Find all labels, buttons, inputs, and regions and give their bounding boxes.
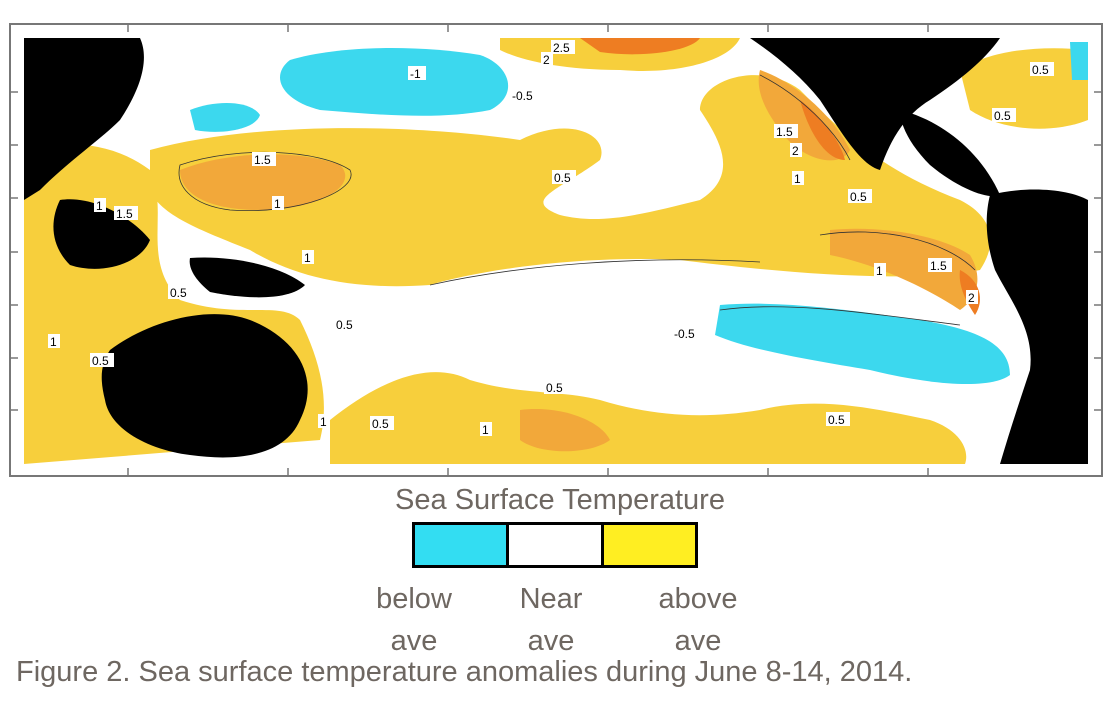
legend-label-near: Near ave: [519, 583, 583, 657]
above-strong-core-3: [830, 228, 978, 310]
contour-label: 0.5: [992, 108, 1016, 123]
land-central-america: [900, 110, 1000, 197]
below-region-southeast: [715, 303, 1010, 385]
land-australia: [101, 314, 308, 458]
svg-text:2: 2: [792, 144, 799, 158]
contour-label: 1.5: [774, 124, 798, 139]
svg-text:1: 1: [482, 423, 489, 437]
contour-label: 1.5: [252, 152, 276, 167]
svg-text:0.5: 0.5: [1032, 63, 1049, 77]
svg-text:1.5: 1.5: [254, 153, 271, 167]
svg-text:0.5: 0.5: [170, 286, 187, 300]
swatch-above-average: [600, 525, 695, 565]
svg-text:0.5: 0.5: [92, 354, 109, 368]
legend-label-below: below ave: [376, 583, 452, 657]
contour-label: 1: [94, 198, 106, 213]
svg-text:1: 1: [274, 197, 281, 211]
svg-text:2: 2: [543, 53, 550, 67]
svg-text:0.5: 0.5: [372, 417, 389, 431]
swatch-below-average: [415, 525, 507, 565]
svg-text:1.5: 1.5: [930, 259, 947, 273]
svg-text:1: 1: [876, 264, 883, 278]
contour-label: 1.5: [114, 206, 138, 221]
svg-text:1: 1: [96, 199, 103, 213]
svg-text:2.5: 2.5: [553, 41, 570, 55]
svg-text:0.5: 0.5: [828, 413, 845, 427]
contour-label: 1: [318, 414, 330, 429]
svg-text:2: 2: [968, 291, 975, 305]
contour-label: 0.5: [334, 317, 358, 332]
svg-text:0.5: 0.5: [994, 109, 1011, 123]
svg-text:1: 1: [320, 415, 327, 429]
below-region-north: [280, 48, 509, 116]
contour-label: -1: [408, 66, 426, 81]
above-region-south: [330, 372, 967, 464]
contour-label: 1: [480, 422, 492, 437]
svg-text:0.5: 0.5: [554, 171, 571, 185]
contour-lines: [178, 74, 976, 326]
svg-text:1.5: 1.5: [776, 125, 793, 139]
figure-caption: Figure 2. Sea surface temperature anomal…: [16, 656, 913, 688]
contour-label: -0.5: [672, 326, 702, 341]
land-north-america: [750, 38, 1000, 170]
land-new-guinea: [189, 257, 305, 298]
contour-label: 0.5: [370, 416, 394, 431]
above-max-core-2: [800, 100, 845, 160]
svg-text:0.5: 0.5: [850, 190, 867, 204]
svg-text:1: 1: [794, 172, 801, 186]
svg-text:1: 1: [50, 335, 57, 349]
contour-label: 0.5: [168, 285, 192, 300]
sst-anomaly-map: 2.5 2 -1 -0.5 1.5 2 1.5 1 0.5 0.5 1 1.5 …: [9, 23, 1103, 477]
contour-label: 2: [541, 52, 553, 67]
above-max-core-1: [580, 38, 700, 55]
swatch-near-average: [506, 525, 601, 565]
contour-label: 0.5: [90, 353, 114, 368]
above-strong-core-1: [180, 154, 346, 210]
contour-label: 1: [874, 263, 886, 278]
above-strong-core-4: [520, 409, 610, 452]
contour-label: 0.5: [1030, 62, 1054, 77]
contour-label: 1.5: [928, 258, 952, 273]
contour-label: -0.5: [510, 88, 540, 103]
contour-label: 2: [790, 143, 802, 158]
land-asia: [24, 38, 144, 200]
below-region-northeast: [1070, 42, 1088, 80]
svg-text:1.5: 1.5: [116, 207, 133, 221]
land-maritime-continent: [53, 199, 150, 269]
legend-title: Sea Surface Temperature: [395, 484, 725, 516]
contour-label: 1: [272, 196, 284, 211]
contour-label: 0.5: [826, 412, 850, 427]
land-south-america: [986, 189, 1088, 465]
svg-text:0.5: 0.5: [546, 381, 563, 395]
svg-text:0.5: 0.5: [336, 318, 353, 332]
svg-text:-0.5: -0.5: [512, 89, 533, 103]
contour-label: 2: [966, 290, 978, 305]
legend-swatches: [412, 522, 698, 568]
contour-label: 0.5: [544, 380, 568, 395]
svg-text:-1: -1: [410, 67, 421, 81]
contour-label: 0.5: [552, 170, 576, 185]
axis-ticks: [10, 24, 1102, 476]
legend-label-above: above ave: [658, 583, 738, 657]
contour-label: 2.5: [551, 40, 575, 55]
contour-label-group: 2.5 2 -1 -0.5 1.5 2 1.5 1 0.5 0.5 1 1.5 …: [48, 40, 1054, 437]
svg-text:-0.5: -0.5: [674, 327, 695, 341]
contour-label: 1: [792, 171, 804, 186]
contour-label: 1: [48, 334, 60, 349]
svg-text:1: 1: [304, 251, 311, 265]
below-region-northwest: [190, 103, 260, 132]
contour-label: 0.5: [848, 189, 872, 204]
contour-label: 1: [302, 250, 314, 265]
